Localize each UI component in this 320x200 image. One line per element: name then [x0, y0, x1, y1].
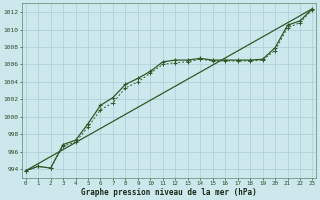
X-axis label: Graphe pression niveau de la mer (hPa): Graphe pression niveau de la mer (hPa)	[81, 188, 257, 197]
